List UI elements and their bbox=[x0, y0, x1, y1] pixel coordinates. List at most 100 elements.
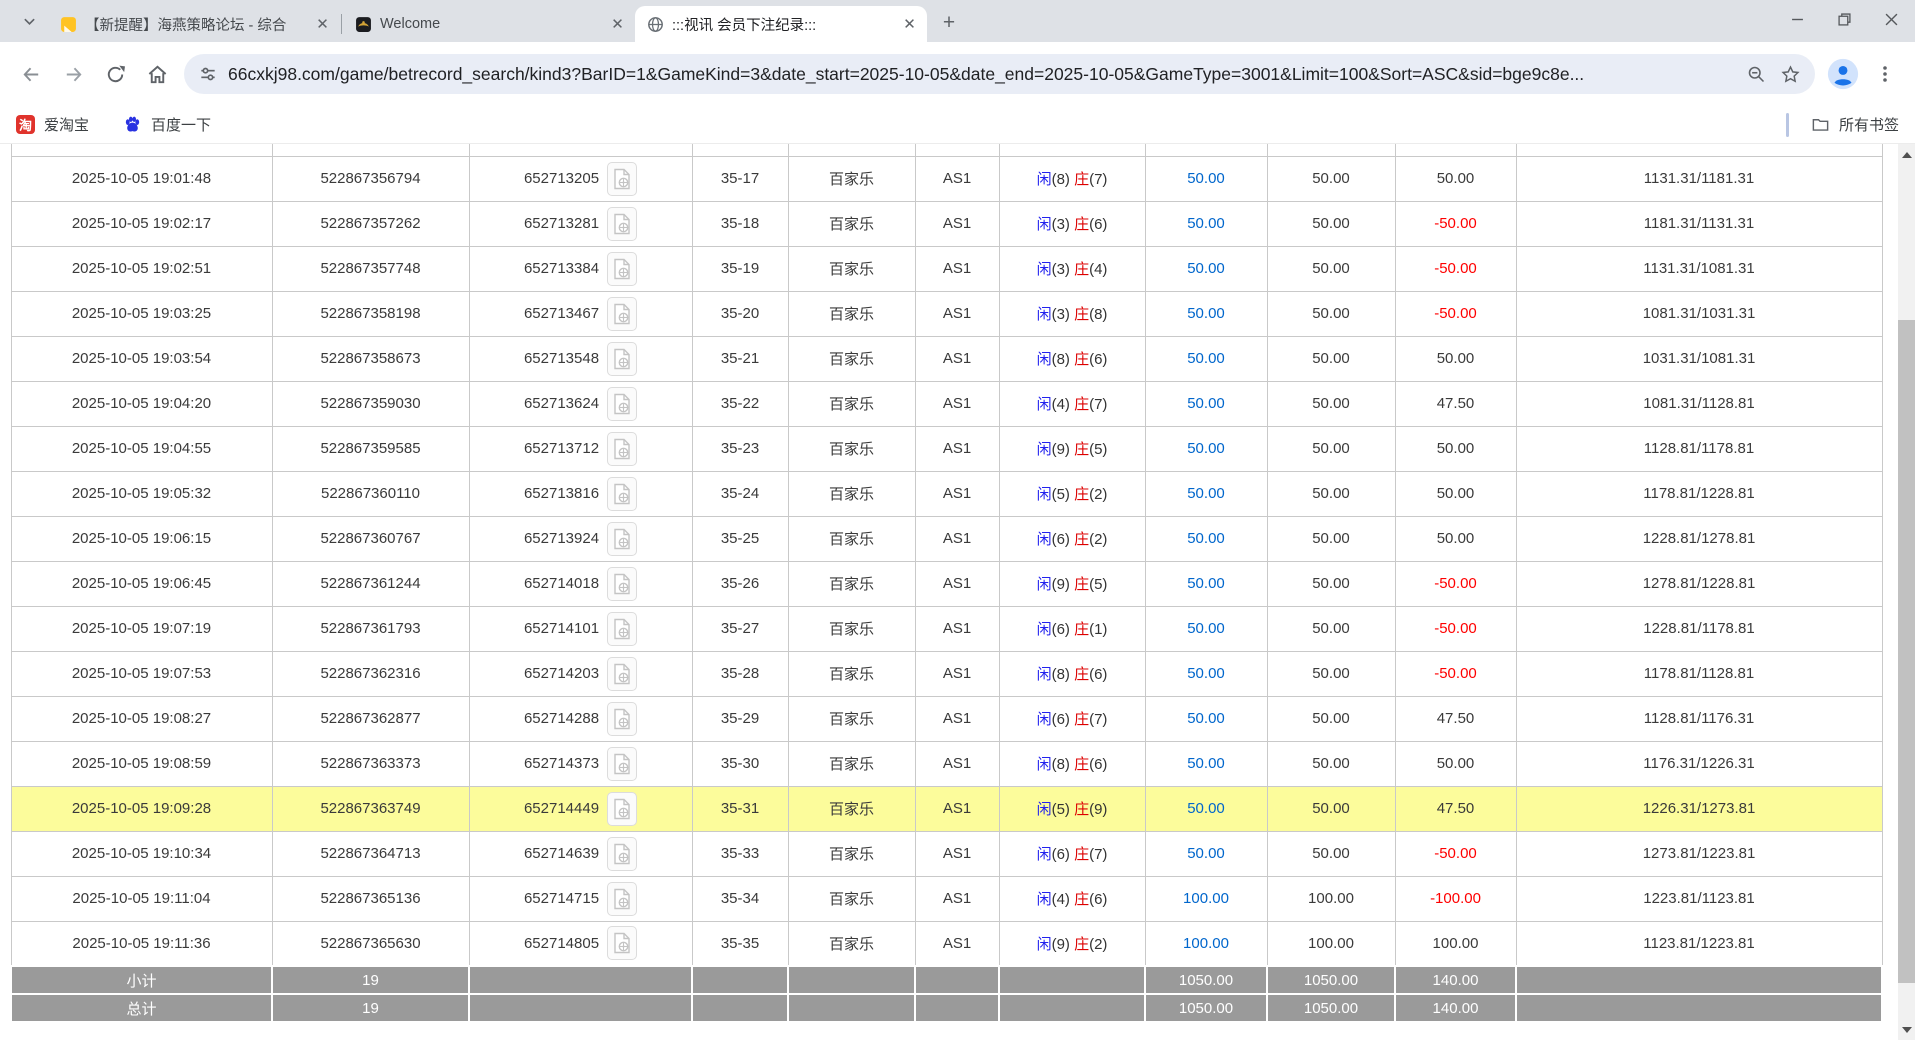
table-row[interactable]: 2025-10-05 19:08:27 522867362877 652714288… bbox=[10, 695, 1883, 742]
home-button[interactable] bbox=[136, 53, 178, 95]
video-replay-button[interactable] bbox=[607, 386, 638, 421]
result-part: (5) bbox=[1051, 486, 1075, 503]
cell-bet-amount[interactable]: 50.00 bbox=[1144, 335, 1268, 382]
cell-bet-amount[interactable]: 50.00 bbox=[1144, 200, 1268, 247]
browser-menu-button[interactable] bbox=[1865, 54, 1905, 94]
bookmark-star-button[interactable] bbox=[1773, 57, 1807, 91]
video-replay-icon bbox=[614, 348, 630, 369]
cell-bet-amount[interactable]: 50.00 bbox=[1144, 605, 1268, 652]
cell-bet-id: 522867362316 bbox=[271, 650, 470, 697]
video-replay-button[interactable] bbox=[607, 341, 638, 376]
video-replay-button[interactable] bbox=[607, 746, 638, 781]
url-text[interactable]: 66cxkj98.com/game/betrecord_search/kind3… bbox=[228, 63, 1585, 84]
tab-forum[interactable]: 【新提醒】海燕策略论坛 - 综合 ✕ bbox=[48, 6, 340, 42]
table-row[interactable]: 2025-10-05 19:11:36 522867365630 652714805… bbox=[10, 920, 1883, 967]
video-replay-button[interactable] bbox=[607, 701, 638, 736]
partial-cell bbox=[1144, 144, 1268, 157]
cell-round: 35-27 bbox=[691, 605, 789, 652]
cell-bet-amount[interactable]: 50.00 bbox=[1144, 245, 1268, 292]
table-row[interactable]: 2025-10-05 19:07:19 522867361793 652714101… bbox=[10, 605, 1883, 652]
table-row[interactable]: 2025-10-05 19:06:15 522867360767 652713924… bbox=[10, 515, 1883, 562]
table-row[interactable]: 2025-10-05 19:09:28 522867363749 652714449… bbox=[10, 785, 1883, 832]
video-replay-button[interactable] bbox=[607, 251, 638, 286]
video-replay-button[interactable] bbox=[607, 161, 638, 196]
table-row[interactable]: 2025-10-05 19:07:53 522867362316 652714203… bbox=[10, 650, 1883, 697]
forward-button[interactable] bbox=[52, 53, 94, 95]
result-part: 闲 bbox=[1036, 486, 1052, 503]
cell-bet-amount[interactable]: 50.00 bbox=[1144, 650, 1268, 697]
all-bookmarks-button[interactable]: 所有书签 bbox=[1811, 114, 1899, 135]
tab-search-button[interactable] bbox=[14, 6, 44, 36]
profile-button[interactable] bbox=[1821, 52, 1865, 96]
video-replay-button[interactable] bbox=[607, 791, 638, 826]
cell-bet-amount[interactable]: 50.00 bbox=[1144, 695, 1268, 742]
video-replay-button[interactable] bbox=[607, 476, 638, 511]
scrollbar-down-arrow[interactable] bbox=[1898, 1021, 1915, 1038]
url-bar[interactable]: 66cxkj98.com/game/betrecord_search/kind3… bbox=[184, 54, 1815, 94]
cell-bet-amount[interactable]: 50.00 bbox=[1144, 470, 1268, 517]
tab-close-icon[interactable]: ✕ bbox=[611, 16, 624, 33]
cell-bet-id: 522867358198 bbox=[271, 290, 470, 337]
cell-bet-amount[interactable]: 50.00 bbox=[1144, 380, 1268, 427]
game-id-wrap: 652713384 bbox=[524, 251, 638, 286]
vertical-scrollbar[interactable] bbox=[1898, 144, 1915, 1040]
window-minimize-button[interactable] bbox=[1774, 0, 1821, 38]
restore-icon bbox=[1838, 12, 1851, 26]
summary-empty bbox=[468, 993, 693, 1023]
close-icon bbox=[1885, 13, 1898, 25]
table-row[interactable]: 2025-10-05 19:02:51 522867357748 652713384… bbox=[10, 245, 1883, 292]
cell-bet-amount[interactable]: 50.00 bbox=[1144, 290, 1268, 337]
cell-game-id: 652714203 bbox=[468, 650, 693, 697]
tab-close-icon[interactable]: ✕ bbox=[316, 16, 329, 33]
scrollbar-thumb[interactable] bbox=[1898, 320, 1915, 983]
table-row[interactable]: 2025-10-05 19:05:32 522867360110 652713816… bbox=[10, 470, 1883, 517]
cell-bet-amount[interactable]: 50.00 bbox=[1144, 740, 1268, 787]
cell-table-name: AS1 bbox=[914, 605, 1000, 652]
tab-bet-records[interactable]: :::视讯 会员下注纪录::: ✕ bbox=[635, 6, 927, 42]
video-replay-button[interactable] bbox=[607, 611, 638, 646]
video-replay-button[interactable] bbox=[607, 296, 638, 331]
video-replay-button[interactable] bbox=[607, 881, 638, 916]
bookmark-baidu[interactable]: 百度一下 bbox=[123, 114, 211, 135]
cell-bet-amount[interactable]: 100.00 bbox=[1144, 875, 1268, 922]
cell-bet-amount[interactable]: 50.00 bbox=[1144, 560, 1268, 607]
window-close-button[interactable] bbox=[1868, 0, 1915, 38]
video-replay-button[interactable] bbox=[607, 206, 638, 241]
cell-bet-amount[interactable]: 50.00 bbox=[1144, 515, 1268, 562]
tab-welcome[interactable]: Welcome ✕ bbox=[343, 6, 635, 42]
window-restore-button[interactable] bbox=[1821, 0, 1868, 38]
table-row[interactable]: 2025-10-05 19:02:17 522867357262 652713281… bbox=[10, 200, 1883, 247]
cell-bet-amount[interactable]: 50.00 bbox=[1144, 785, 1268, 832]
new-tab-button[interactable]: + bbox=[935, 9, 963, 37]
zoom-button[interactable] bbox=[1739, 57, 1773, 91]
cell-bet-amount[interactable]: 100.00 bbox=[1144, 920, 1268, 967]
reload-button[interactable] bbox=[94, 53, 136, 95]
result-part: (1) bbox=[1089, 621, 1108, 638]
table-row[interactable]: 2025-10-05 19:06:45 522867361244 652714018… bbox=[10, 560, 1883, 607]
bookmark-aitaobao[interactable]: 淘 爱淘宝 bbox=[16, 114, 89, 135]
cell-bet-amount[interactable]: 50.00 bbox=[1144, 425, 1268, 472]
video-replay-button[interactable] bbox=[607, 836, 638, 871]
cell-bet-amount[interactable]: 50.00 bbox=[1144, 830, 1268, 877]
back-button[interactable] bbox=[10, 53, 52, 95]
table-row[interactable]: 2025-10-05 19:08:59 522867363373 652714373… bbox=[10, 740, 1883, 787]
home-icon bbox=[148, 65, 166, 83]
table-row[interactable]: 2025-10-05 19:03:25 522867358198 652713467… bbox=[10, 290, 1883, 337]
video-replay-button[interactable] bbox=[607, 521, 638, 556]
cell-bet-amount[interactable]: 50.00 bbox=[1144, 155, 1268, 202]
table-row[interactable]: 2025-10-05 19:11:04 522867365136 652714715… bbox=[10, 875, 1883, 922]
table-row[interactable]: 2025-10-05 19:04:55 522867359585 652713712… bbox=[10, 425, 1883, 472]
table-row[interactable]: 2025-10-05 19:03:54 522867358673 652713548… bbox=[10, 335, 1883, 382]
video-replay-button[interactable] bbox=[607, 431, 638, 466]
table-row[interactable]: 2025-10-05 19:04:20 522867359030 652713624… bbox=[10, 380, 1883, 427]
table-row[interactable]: 2025-10-05 19:01:48 522867356794 652713205… bbox=[10, 155, 1883, 202]
video-replay-button[interactable] bbox=[607, 926, 638, 961]
game-id-number: 652714018 bbox=[523, 575, 600, 592]
scrollbar-up-arrow[interactable] bbox=[1898, 146, 1915, 163]
tab-close-icon[interactable]: ✕ bbox=[903, 16, 916, 33]
video-replay-button[interactable] bbox=[607, 566, 638, 601]
summary-label: 小计 bbox=[10, 965, 273, 995]
table-row[interactable]: 2025-10-05 19:10:34 522867364713 652714639… bbox=[10, 830, 1883, 877]
video-replay-button[interactable] bbox=[607, 656, 638, 691]
cell-game-id: 652714715 bbox=[468, 875, 693, 922]
